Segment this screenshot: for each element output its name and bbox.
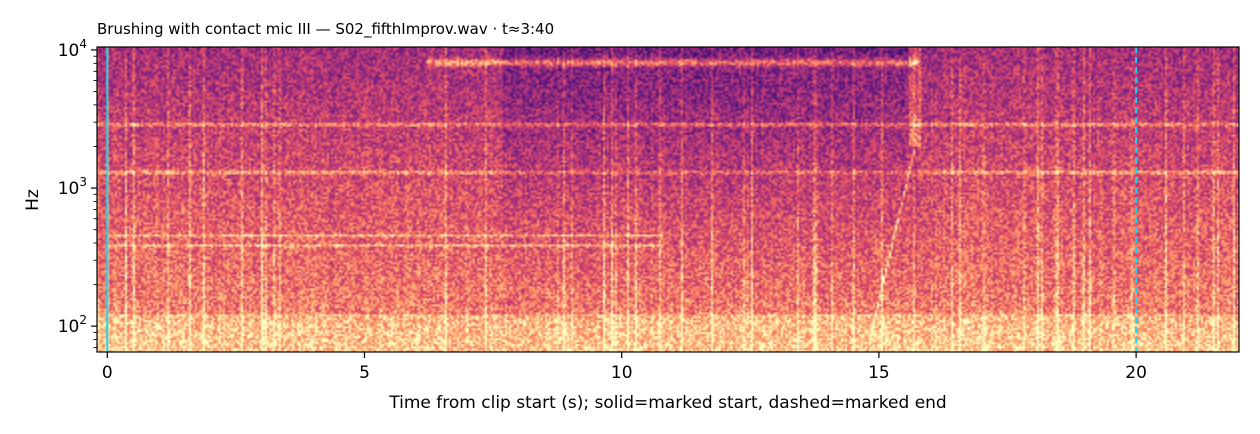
x-axis: 0 5 10 15 20 xyxy=(102,352,1147,383)
x-tick-label: 20 xyxy=(1125,363,1147,383)
x-tick-label: 0 xyxy=(102,363,113,383)
chart-title: Brushing with contact mic III — S02_fift… xyxy=(97,20,554,39)
y-tick-label: 102 xyxy=(58,313,87,337)
y-axis-label: Hz xyxy=(23,189,43,211)
plot-area xyxy=(97,47,1239,352)
y-tick-label: 104 xyxy=(58,37,87,61)
spectrogram-image xyxy=(97,47,1239,352)
x-tick-label: 5 xyxy=(359,363,370,383)
y-tick-label: 103 xyxy=(58,175,87,199)
x-tick-label: 15 xyxy=(868,363,890,383)
markers-layer xyxy=(106,47,1138,352)
x-axis-label: Time from clip start (s); solid=marked s… xyxy=(388,393,946,413)
y-axis: 102 103 104 xyxy=(58,37,97,349)
x-tick-label: 10 xyxy=(611,363,633,383)
plot-frame xyxy=(96,46,1240,353)
